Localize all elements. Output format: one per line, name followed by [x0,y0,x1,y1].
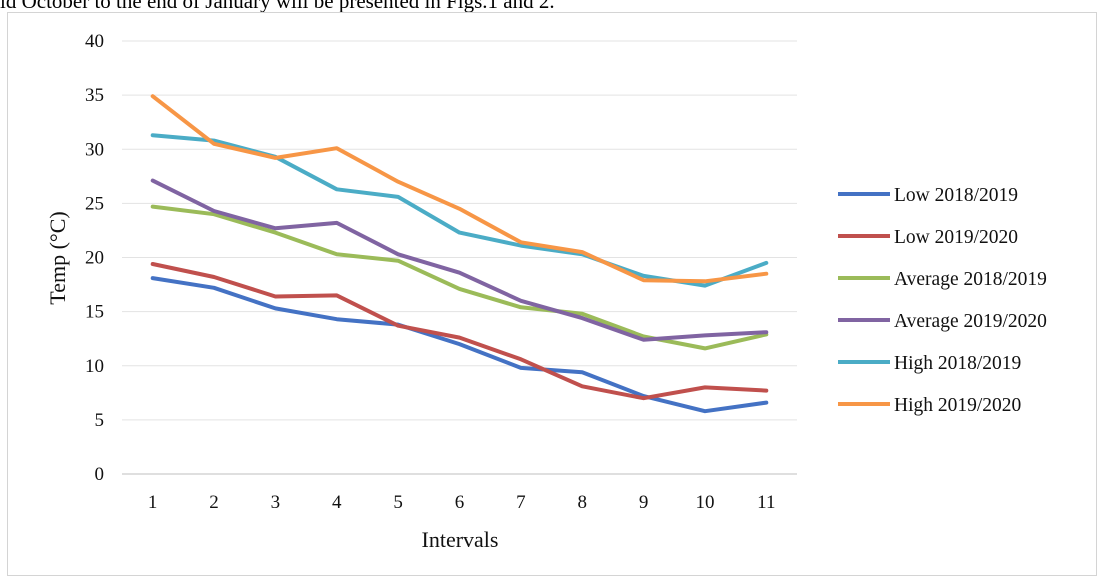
series-line-1 [150,262,769,401]
y-tick-label-40: 40 [85,31,104,52]
y-tick-label-5: 5 [95,410,105,431]
chart-frame [7,12,1097,576]
y-axis-ticks: 0 5 10 15 20 25 30 35 40 [85,31,104,485]
y-axis-label: Temp (°C) [45,211,70,304]
legend-label-5: High 2019/2020 [894,395,1021,416]
y-tick-label-25: 25 [85,193,104,214]
y-tick-label-20: 20 [85,248,104,269]
x-tick-label-3: 3 [271,492,281,513]
gridlines [122,40,797,475]
x-tick-label-6: 6 [455,492,465,513]
y-tick-label-15: 15 [85,302,104,323]
x-axis-ticks: 1 2 3 4 5 6 7 8 9 10 11 [148,492,776,513]
x-tick-label-1: 1 [148,492,158,513]
legend-label-1: Low 2019/2020 [894,227,1018,248]
x-tick-label-7: 7 [516,492,526,513]
legend-label-2: Average 2018/2019 [894,269,1047,290]
y-tick-label-0: 0 [95,464,105,485]
series-lines [150,94,769,414]
x-tick-label-2: 2 [209,492,219,513]
legend: Low 2018/2019 Low 2019/2020 Average 2018/2… [838,185,1047,416]
series-line-5 [150,94,769,284]
x-tick-label-9: 9 [639,492,649,513]
series-line-3 [150,178,769,342]
x-tick-label-5: 5 [393,492,403,513]
y-tick-label-10: 10 [85,356,104,377]
x-tick-label-10: 10 [695,492,714,513]
legend-label-0: Low 2018/2019 [894,185,1018,206]
x-axis-label: Intervals [422,527,499,552]
x-tick-label-4: 4 [332,492,342,513]
y-tick-label-30: 30 [85,139,104,160]
legend-label-4: High 2018/2019 [894,353,1021,374]
y-tick-label-35: 35 [85,85,104,106]
legend-label-3: Average 2019/2020 [894,311,1047,332]
x-tick-label-11: 11 [757,492,775,513]
series-line-0 [150,276,769,414]
figure-caption-text: id October to the end of January will be… [0,0,555,13]
x-tick-label-8: 8 [577,492,587,513]
series-line-2 [150,204,769,351]
